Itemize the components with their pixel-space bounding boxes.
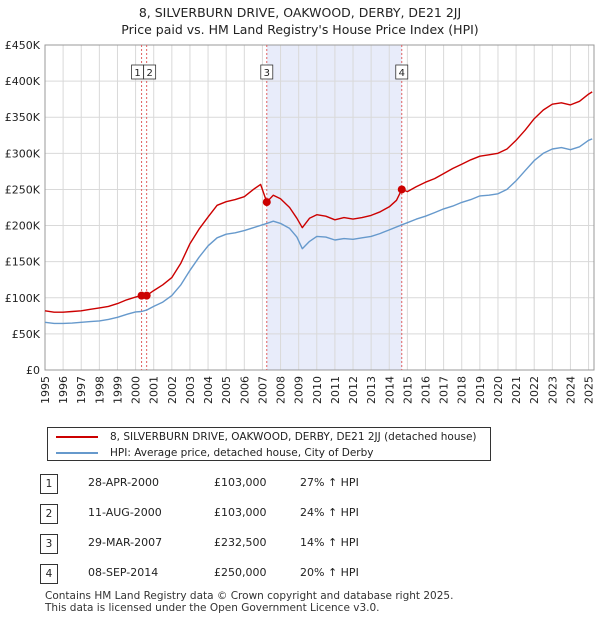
table-row: 2 11-AUG-2000 £103,000 24% ↑ HPI bbox=[0, 504, 600, 524]
x-tick-label: 2009 bbox=[293, 376, 306, 404]
x-tick-label: 2000 bbox=[130, 376, 143, 404]
x-tick-label: 2002 bbox=[166, 376, 179, 404]
x-tick-label: 2013 bbox=[365, 376, 378, 404]
y-tick-label: £400K bbox=[5, 75, 41, 88]
legend-swatch-property bbox=[56, 436, 98, 438]
x-tick-label: 2016 bbox=[419, 376, 432, 404]
table-row: 1 28-APR-2000 £103,000 27% ↑ HPI bbox=[0, 474, 600, 494]
y-tick-label: £100K bbox=[5, 292, 41, 305]
x-tick-label: 2010 bbox=[311, 376, 324, 404]
sale-date: 29-MAR-2007 bbox=[88, 536, 163, 549]
sale-date: 11-AUG-2000 bbox=[88, 506, 162, 519]
sale-hpi-diff: 24% ↑ HPI bbox=[300, 506, 359, 519]
sale-hpi-diff: 27% ↑ HPI bbox=[300, 476, 359, 489]
x-tick-label: 2024 bbox=[564, 376, 577, 404]
price-chart: £0 £50K £100K £150K £200K £250K £300K £350K £400… bbox=[5, 39, 596, 404]
x-tick-label: 2011 bbox=[329, 376, 342, 404]
plot-border bbox=[44, 44, 595, 371]
y-tick-label: £450K bbox=[5, 39, 41, 52]
x-tick-label: 2020 bbox=[492, 376, 505, 404]
sale-hpi-diff: 14% ↑ HPI bbox=[300, 536, 359, 549]
x-tick-label: 2022 bbox=[528, 376, 541, 404]
y-tick-label: £150K bbox=[5, 256, 41, 269]
x-tick-label: 2008 bbox=[275, 376, 288, 404]
sale-number-badge: 3 bbox=[40, 534, 58, 554]
y-tick-label: £300K bbox=[5, 147, 41, 160]
x-tick-label: 1995 bbox=[39, 376, 52, 404]
x-tick-label: 2019 bbox=[474, 376, 487, 404]
sale-number-badge: 2 bbox=[40, 504, 58, 524]
footer-copyright: Contains HM Land Registry data © Crown c… bbox=[45, 590, 454, 602]
x-tick-label: 2025 bbox=[583, 376, 596, 404]
sale-point bbox=[397, 185, 406, 194]
table-row: 4 08-SEP-2014 £250,000 20% ↑ HPI bbox=[0, 564, 600, 584]
y-tick-label: £0 bbox=[26, 364, 40, 377]
legend-item-hpi: HPI: Average price, detached house, City… bbox=[56, 445, 373, 461]
legend-label-hpi: HPI: Average price, detached house, City… bbox=[110, 447, 374, 459]
chart-title-block: 8, SILVERBURN DRIVE, OAKWOOD, DERBY, DE2… bbox=[0, 4, 600, 38]
sale-price: £103,000 bbox=[214, 506, 267, 519]
sale-label: 1 bbox=[134, 68, 140, 79]
x-tick-label: 2007 bbox=[256, 376, 269, 404]
x-tick-label: 2021 bbox=[510, 376, 523, 404]
sale-number-badge: 4 bbox=[40, 564, 58, 584]
sale-price: £250,000 bbox=[214, 566, 267, 579]
chart-title: 8, SILVERBURN DRIVE, OAKWOOD, DERBY, DE2… bbox=[138, 5, 462, 20]
sale-price: £103,000 bbox=[214, 476, 267, 489]
sale-label-box bbox=[395, 64, 409, 80]
x-tick-label: 1998 bbox=[93, 376, 106, 404]
x-tick-label: 2015 bbox=[401, 376, 414, 404]
x-tick-label: 2005 bbox=[220, 376, 233, 404]
sale-point bbox=[142, 291, 151, 300]
legend-item-property: 8, SILVERBURN DRIVE, OAKWOOD, DERBY, DE2… bbox=[56, 429, 477, 445]
y-tick-label: £50K bbox=[12, 328, 41, 341]
x-tick-label: 2001 bbox=[148, 376, 161, 404]
sale-hpi-diff: 20% ↑ HPI bbox=[300, 566, 359, 579]
sale-number-badge: 1 bbox=[40, 474, 58, 494]
x-tick-label: 2004 bbox=[202, 376, 215, 404]
legend: 8, SILVERBURN DRIVE, OAKWOOD, DERBY, DE2… bbox=[47, 427, 491, 461]
x-tick-label: 1997 bbox=[75, 376, 88, 404]
x-tick-label: 1996 bbox=[57, 376, 70, 404]
x-tick-label: 2018 bbox=[456, 376, 469, 404]
x-tick-label: 2014 bbox=[383, 376, 396, 404]
y-tick-label: £200K bbox=[5, 220, 41, 233]
sale-label-box bbox=[143, 64, 157, 80]
legend-swatch-hpi bbox=[56, 452, 98, 454]
chart-subtitle: Price paid vs. HM Land Registry's House … bbox=[121, 22, 479, 37]
y-tick-label: £250K bbox=[5, 183, 41, 196]
sale-date: 28-APR-2000 bbox=[88, 476, 160, 489]
footer-licence: This data is licensed under the Open Gov… bbox=[45, 602, 380, 614]
x-tick-label: 2006 bbox=[238, 376, 251, 404]
sale-date: 08-SEP-2014 bbox=[88, 566, 159, 579]
shaded-period bbox=[266, 45, 402, 370]
footer: Contains HM Land Registry data © Crown c… bbox=[45, 590, 453, 614]
y-tick-label: £350K bbox=[5, 111, 41, 124]
x-tick-label: 2003 bbox=[184, 376, 197, 404]
x-tick-label: 2023 bbox=[546, 376, 559, 404]
sale-point bbox=[262, 198, 271, 207]
hpi-line bbox=[44, 138, 593, 325]
sale-label-box bbox=[260, 64, 274, 80]
sale-label: 2 bbox=[146, 68, 152, 79]
sale-label: 4 bbox=[399, 68, 405, 79]
x-tick-label: 2017 bbox=[438, 376, 451, 404]
table-row: 3 29-MAR-2007 £232,500 14% ↑ HPI bbox=[0, 534, 600, 554]
sale-label: 3 bbox=[264, 68, 270, 79]
sale-price: £232,500 bbox=[214, 536, 267, 549]
x-tick-label: 2012 bbox=[347, 376, 360, 404]
x-tick-label: 1999 bbox=[111, 376, 124, 404]
legend-label-property: 8, SILVERBURN DRIVE, OAKWOOD, DERBY, DE2… bbox=[110, 431, 477, 443]
